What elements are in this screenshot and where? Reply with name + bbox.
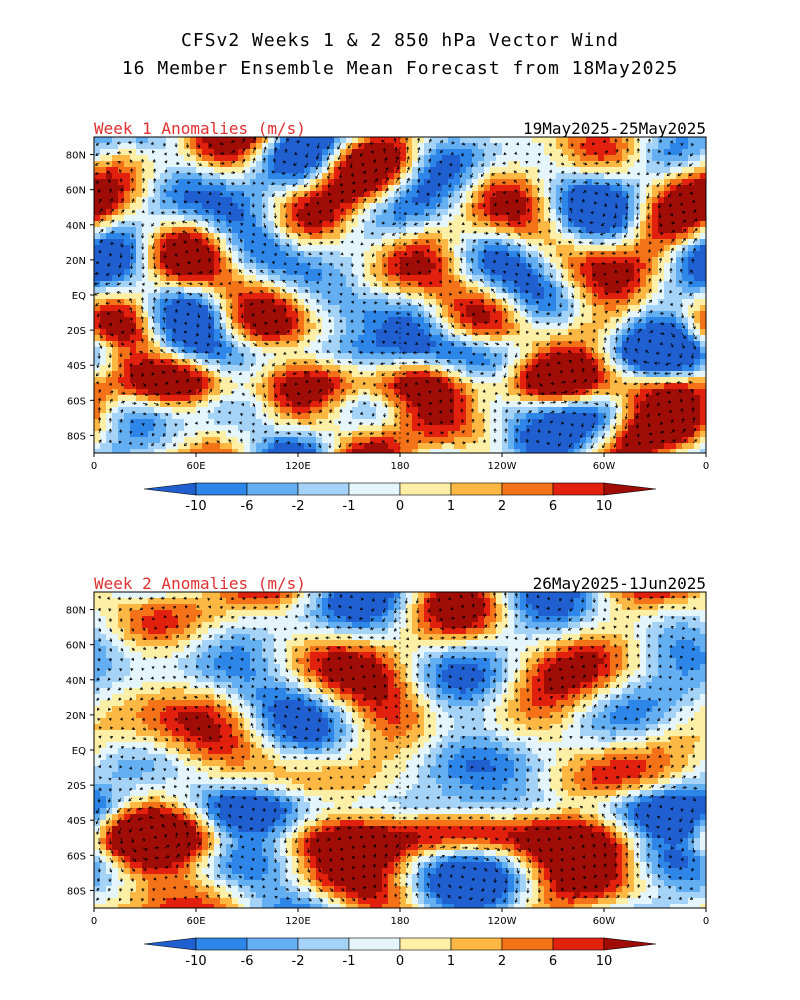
- lat-label: 20S: [67, 326, 86, 337]
- lat-label: 20S: [67, 781, 86, 792]
- lon-label: 120E: [285, 916, 310, 927]
- colorbar-label: -10: [185, 954, 206, 969]
- colorbar-label: 0: [396, 954, 404, 969]
- colorbar-label: 2: [498, 954, 506, 969]
- colorbar-segment: [297, 482, 350, 496]
- colorbar-segment: [246, 937, 299, 951]
- colorbar-segment: [246, 482, 299, 496]
- lon-label: 180: [390, 461, 409, 472]
- colorbar-segment: [195, 482, 248, 496]
- colorbar-segment: [501, 937, 554, 951]
- colorbar-label: -2: [292, 954, 305, 969]
- lat-label: 40N: [66, 676, 86, 687]
- colorbar-label: 1: [447, 954, 455, 969]
- colorbar-segment: [195, 937, 248, 951]
- wind-vectors: [95, 592, 698, 903]
- lon-label: 60E: [186, 916, 205, 927]
- colorbar-segment: [143, 482, 197, 496]
- colorbar-segment: [143, 937, 197, 951]
- lat-label: 60N: [66, 641, 86, 652]
- colorbar-segment: [603, 937, 657, 951]
- lon-label: 60E: [186, 461, 205, 472]
- week2-dates: 26May2025-1Jun2025: [532, 574, 706, 593]
- title-line-2: 16 Member Ensemble Mean Forecast from 18…: [121, 58, 679, 79]
- colorbar-segment: [552, 482, 605, 496]
- lon-label: 60W: [593, 461, 616, 472]
- lat-label: 20N: [66, 256, 86, 267]
- lat-label: 40S: [67, 816, 86, 827]
- lat-label: 40N: [66, 221, 86, 232]
- colorbar-segment: [297, 937, 350, 951]
- colorbar-label: 1: [447, 499, 455, 514]
- anomaly-field: [94, 592, 707, 909]
- colorbar: -10 -6 -2 -1 0 1 2 6 10: [143, 937, 657, 969]
- colorbar-segment: [450, 482, 503, 496]
- colorbar-label: 6: [549, 499, 557, 514]
- lat-label: EQ: [72, 291, 86, 302]
- colorbar-label: -1: [343, 954, 356, 969]
- colorbar-segment: [450, 937, 503, 951]
- colorbar-label: 2: [498, 499, 506, 514]
- colorbar-segment: [348, 937, 401, 951]
- colorbar-label: 6: [549, 954, 557, 969]
- lon-label: 0: [703, 916, 709, 927]
- lon-label: 180: [390, 916, 409, 927]
- lat-label: 80S: [67, 431, 86, 442]
- lon-label: 120E: [285, 461, 310, 472]
- lat-label: 40S: [67, 361, 86, 372]
- lon-label: 60W: [593, 916, 616, 927]
- colorbar-label: -1: [343, 499, 356, 514]
- lon-label: 0: [91, 461, 97, 472]
- lon-label: 120W: [488, 461, 517, 472]
- lat-label: 60S: [67, 396, 86, 407]
- colorbar-segment: [603, 482, 657, 496]
- colorbar-label: 0: [396, 499, 404, 514]
- week2-title: Week 2 Anomalies (m/s): [94, 574, 306, 593]
- colorbar-segment: [399, 482, 452, 496]
- lat-label: 80N: [66, 606, 86, 617]
- lat-label: 80S: [67, 886, 86, 897]
- colorbar-segment: [399, 937, 452, 951]
- lat-label: 20N: [66, 711, 86, 722]
- lon-label: 0: [703, 461, 709, 472]
- title-line-1: CFSv2 Weeks 1 & 2 850 hPa Vector Wind: [181, 30, 619, 51]
- wind-vectors: [93, 136, 698, 449]
- colorbar-label: -6: [241, 954, 254, 969]
- colorbar-segment: [552, 937, 605, 951]
- colorbar-label: 10: [596, 499, 613, 514]
- colorbar: -10 -6 -2 -1 0 1 2 6 10: [143, 482, 657, 514]
- colorbar-label: -10: [185, 499, 206, 514]
- lat-label: 60S: [67, 851, 86, 862]
- lat-label: 80N: [66, 151, 86, 162]
- week1-dates: 19May2025-25May2025: [522, 119, 706, 138]
- colorbar-label: -6: [241, 499, 254, 514]
- lat-label: 60N: [66, 186, 86, 197]
- colorbar-segment: [501, 482, 554, 496]
- anomaly-field: [94, 137, 707, 454]
- week1-title: Week 1 Anomalies (m/s): [94, 119, 306, 138]
- lat-label: EQ: [72, 746, 86, 757]
- colorbar-segment: [348, 482, 401, 496]
- colorbar-label: 10: [596, 954, 613, 969]
- lon-label: 0: [91, 916, 97, 927]
- lon-label: 120W: [488, 916, 517, 927]
- colorbar-label: -2: [292, 499, 305, 514]
